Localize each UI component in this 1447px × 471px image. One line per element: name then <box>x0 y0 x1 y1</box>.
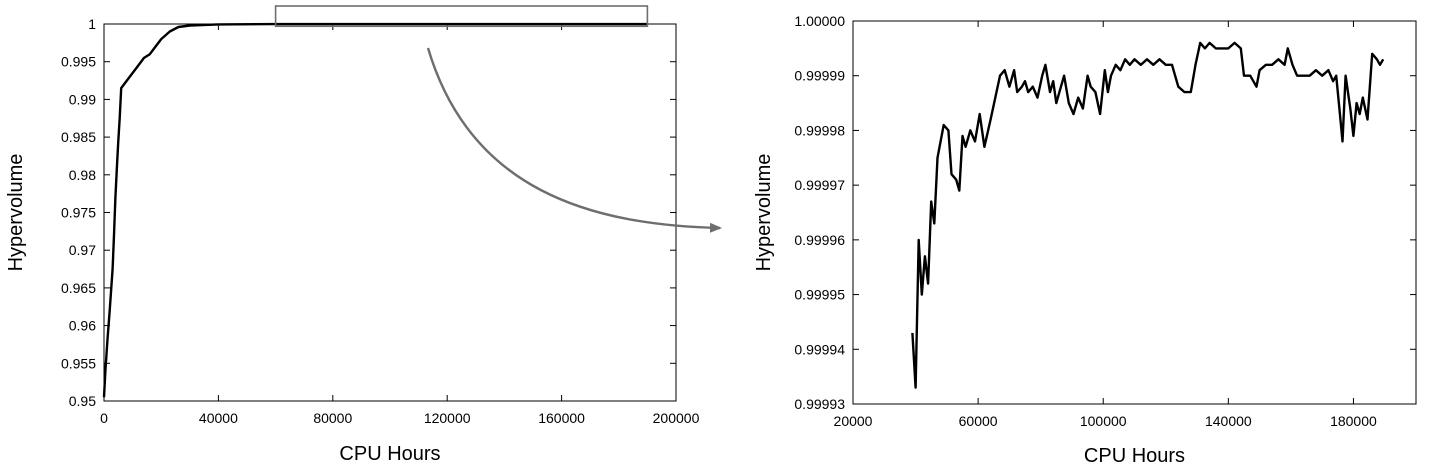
y-tick-label: 0.975 <box>61 205 96 221</box>
zoomed-hypervolume-chart: 20000 60000 100000 140000 180000 0.99993 0.999… <box>753 13 1417 467</box>
x-tick-label: 0 <box>100 410 108 426</box>
zoom-connector-arrow <box>426 47 722 233</box>
x-tick-label: 60000 <box>959 413 998 429</box>
y-tick-label: 0.98 <box>69 167 96 183</box>
y-axis-title: Hypervolume <box>753 154 775 272</box>
series-line <box>102 22 648 398</box>
y-tick-label: 0.99995 <box>794 287 845 303</box>
y-tick-label: 1 <box>88 16 96 32</box>
plot-frame <box>103 23 677 402</box>
y-tick-label: 0.99993 <box>794 396 845 412</box>
y-tick-label: 0.99996 <box>794 232 845 248</box>
y-tick-label: 0.99999 <box>794 68 845 84</box>
x-tick-label: 140000 <box>1205 413 1252 429</box>
x-axis-title: CPU Hours <box>339 443 440 465</box>
x-tick-label: 200000 <box>653 410 700 426</box>
y-tick-label: 0.99997 <box>794 177 845 193</box>
full-range-hypervolume-chart: 0 40000 80000 120000 160000 200000 0.95 0.955 0.… <box>5 5 700 465</box>
y-tick-label: 0.99998 <box>794 122 845 138</box>
plot-frame <box>852 20 1417 405</box>
x-tick-label: 120000 <box>424 410 471 426</box>
y-tick-label: 0.97 <box>69 242 96 258</box>
y-tick-label: 0.99 <box>69 91 96 107</box>
y-tick-label: 0.965 <box>61 280 96 296</box>
x-tick-label: 180000 <box>1330 413 1377 429</box>
x-tick-label: 100000 <box>1080 413 1127 429</box>
x-tick-label: 40000 <box>199 410 238 426</box>
y-axis-title: Hypervolume <box>5 154 27 272</box>
y-tick-label: 0.95 <box>69 393 96 409</box>
zoom-region-box <box>274 5 649 28</box>
x-axis-title: CPU Hours <box>1084 445 1185 467</box>
x-tick-label: 80000 <box>313 410 352 426</box>
y-tick-label: 1.00000 <box>794 13 845 29</box>
y-tick-label: 0.99994 <box>794 341 845 357</box>
series-line <box>911 41 1385 389</box>
x-tick-label: 160000 <box>538 410 585 426</box>
x-tick-label: 20000 <box>834 413 873 429</box>
y-tick-label: 0.995 <box>61 54 96 70</box>
y-tick-label: 0.96 <box>69 318 96 334</box>
y-tick-label: 0.955 <box>61 355 96 371</box>
y-tick-label: 0.985 <box>61 129 96 145</box>
